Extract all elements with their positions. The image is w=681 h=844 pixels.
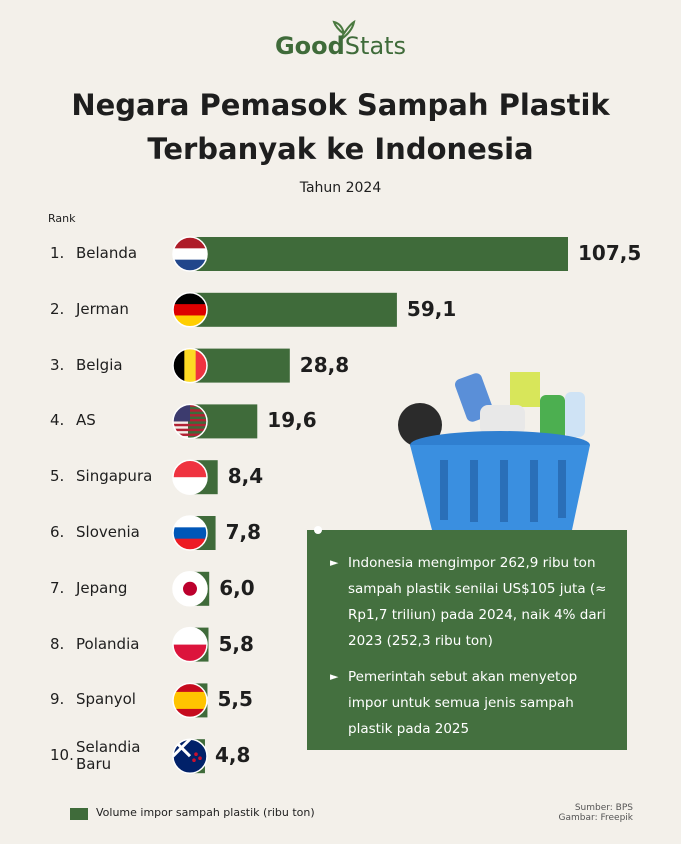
flag-border	[172, 571, 208, 607]
category-label: AS	[76, 411, 96, 430]
flag-border	[172, 738, 208, 774]
rank: 7.	[50, 578, 65, 597]
value-label: 4,8	[214, 743, 251, 768]
flag-stripe	[173, 348, 185, 383]
category-label: Selandia Baru	[76, 738, 141, 774]
flag-border	[172, 515, 208, 551]
logo: GoodStats	[0, 32, 681, 60]
flag-stripe	[173, 315, 207, 327]
legend-label: Volume impor sampah plastik (ribu ton)	[96, 806, 315, 819]
value-label: 107,5	[578, 241, 642, 265]
flag-border	[172, 403, 208, 440]
category-label: Belgia	[76, 355, 123, 374]
sources: Sumber: BPS Gambar: Freepik	[559, 803, 633, 823]
flag-star	[192, 758, 196, 762]
value-label: 19,6	[267, 408, 317, 433]
category-label: Polandia	[76, 634, 140, 653]
flag-border	[172, 626, 208, 663]
rank: 10.	[50, 746, 74, 765]
category-label: Slovenia	[76, 523, 140, 541]
value-label: 5,5	[217, 687, 253, 712]
rank: 2.	[50, 299, 65, 318]
flag-stripe	[173, 304, 207, 316]
flag-stripe	[173, 516, 207, 528]
flag	[173, 237, 207, 271]
logo-leaf	[332, 19, 356, 41]
flag-stripe	[173, 460, 207, 478]
flag-stripe	[184, 348, 197, 383]
flag	[173, 516, 207, 550]
flag-stripe	[173, 644, 207, 662]
flag	[173, 460, 207, 495]
value-label: 59,1	[406, 296, 457, 321]
value-label: 8,4	[227, 464, 264, 489]
flag-stripe	[195, 348, 207, 383]
flag-border	[172, 459, 208, 495]
value-label: 28,8	[299, 352, 350, 377]
category-label: Jerman	[76, 299, 129, 318]
flag-stripe	[173, 292, 207, 305]
source: Sumber: BPS	[574, 803, 633, 813]
category-label: Singapura	[76, 467, 153, 486]
flag-star	[194, 752, 198, 756]
source: Gambar: Freepik	[558, 813, 633, 823]
rank: 4.	[50, 411, 65, 430]
note-pin	[314, 526, 322, 534]
flag-stripe	[173, 627, 207, 646]
bar	[188, 237, 568, 271]
flag-star	[198, 756, 202, 760]
category-label: Spanyol	[76, 690, 136, 709]
notes: Indonesia mengimpor 262,9 ribu ton sampa…	[330, 550, 610, 742]
flag-stripe	[173, 477, 207, 495]
note: Indonesia mengimpor 262,9 ribu ton sampa…	[330, 550, 610, 654]
logo-right: Stats	[344, 32, 407, 60]
trash-bin	[398, 372, 590, 530]
rank: 8.	[50, 634, 65, 653]
flag	[173, 683, 207, 718]
flag	[173, 627, 207, 662]
flag-border	[172, 292, 208, 328]
value-label: 7,8	[225, 520, 261, 544]
flag-stripe	[173, 423, 207, 427]
flag-stripe	[173, 428, 207, 432]
flag	[173, 348, 207, 383]
flag-border	[172, 347, 208, 384]
chart-title: Negara Pemasok Sampah Plastik	[71, 88, 610, 122]
flag	[173, 292, 207, 327]
rank: 6.	[50, 523, 65, 541]
value-label: 6,0	[219, 575, 255, 600]
rank: 9.	[50, 690, 65, 709]
flag-stripe	[173, 259, 207, 271]
logo-left: Good	[274, 32, 345, 60]
value-label: 5,8	[218, 631, 254, 656]
category-label: Jepang	[76, 578, 128, 597]
flag	[173, 739, 207, 774]
flag-stripe	[173, 433, 207, 436]
rank: 3.	[50, 355, 65, 374]
category-label: Belanda	[76, 244, 138, 262]
bar	[188, 292, 397, 327]
note: Pemerintah sebut akan menyetop impor unt…	[330, 664, 610, 742]
flag-stripe	[173, 248, 207, 261]
flag-stripe	[173, 527, 207, 540]
flag-border	[172, 236, 208, 272]
flag-stripe	[173, 237, 207, 249]
subtitle: Tahun 2024	[299, 180, 382, 196]
flag	[173, 571, 207, 606]
rank-label: Rank	[48, 212, 76, 225]
rank: 1.	[50, 244, 65, 262]
flag-border	[172, 682, 208, 719]
legend-swatch	[70, 808, 88, 820]
chart-title: Terbanyak ke Indonesia	[147, 132, 534, 166]
flag-stripe	[173, 538, 207, 550]
rank: 5.	[50, 467, 65, 486]
flag-stripe	[173, 691, 207, 709]
flag-dot	[183, 581, 197, 596]
